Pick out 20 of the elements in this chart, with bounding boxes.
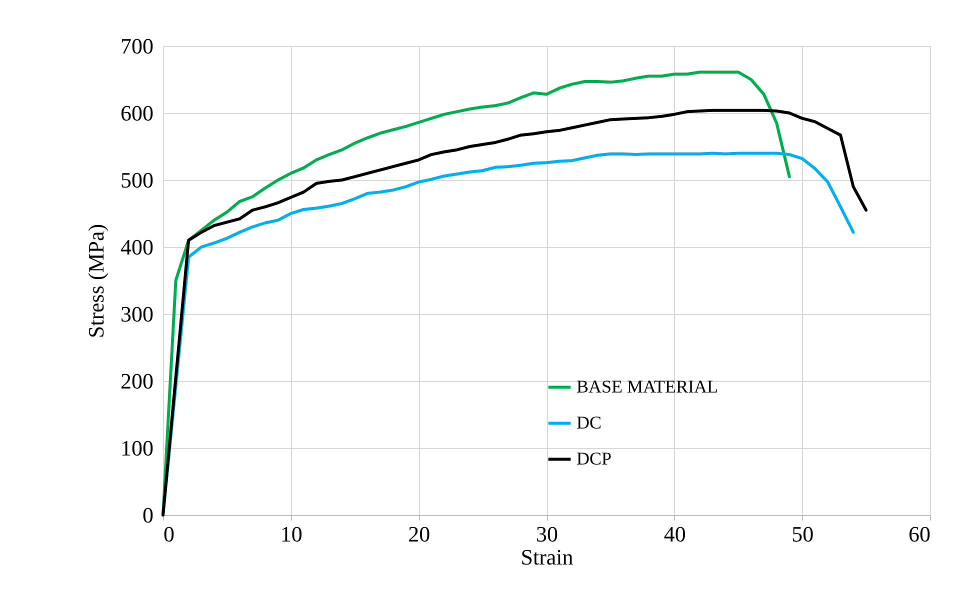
y-tick-label: 100 [120, 436, 154, 460]
x-tick-label: 10 [280, 522, 302, 546]
legend-label: BASE MATERIAL [576, 376, 718, 396]
y-tick-label: 500 [120, 168, 154, 192]
y-tick-label: 0 [142, 502, 154, 528]
legend-label: DC [576, 412, 602, 432]
y-tick-label: 600 [120, 100, 154, 126]
x-tick-label: 20 [408, 522, 430, 546]
x-tick-label: 60 [908, 522, 930, 546]
x-tick-label: 40 [664, 522, 686, 546]
y-tick-label: 400 [120, 234, 154, 260]
y-tick-label: 300 [120, 302, 154, 326]
x-tick-label: 30 [536, 522, 558, 546]
x-axis-title: Strain [520, 544, 574, 570]
legend-label: DCP [576, 448, 612, 468]
y-tick-label: 700 [120, 34, 154, 58]
x-tick-label: 0 [164, 522, 174, 546]
x-tick-label: 50 [792, 522, 814, 546]
y-axis-title: Stress (MPa) [84, 224, 108, 338]
y-tick-label: 200 [120, 368, 154, 394]
